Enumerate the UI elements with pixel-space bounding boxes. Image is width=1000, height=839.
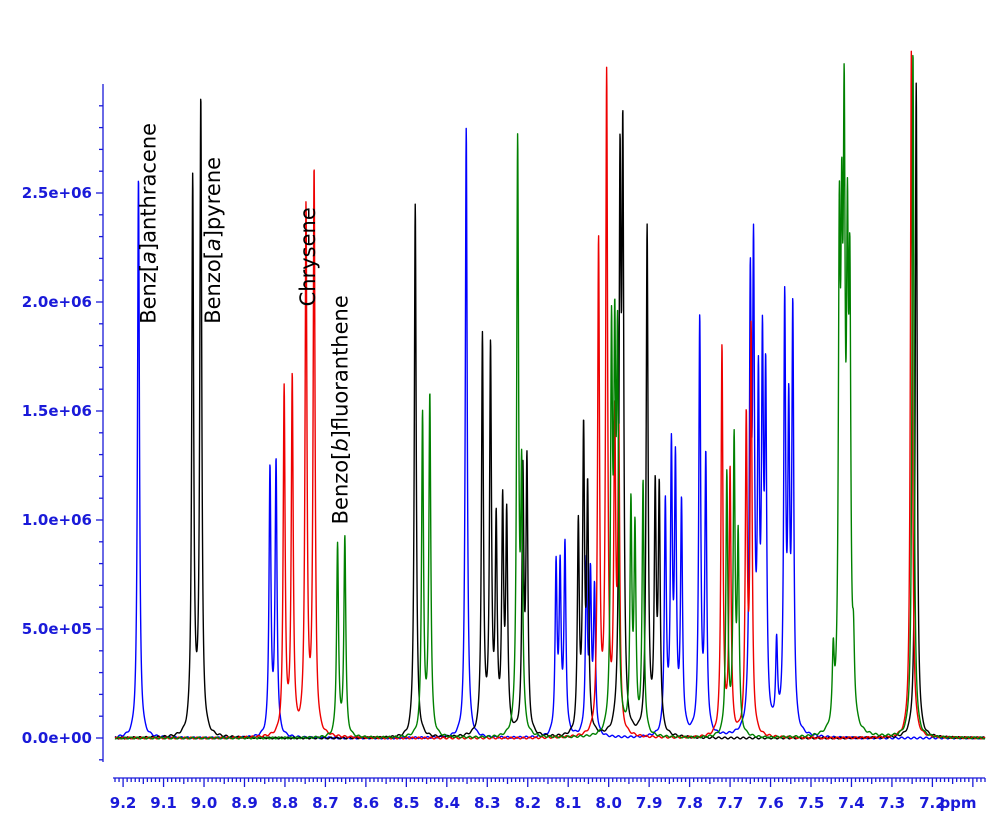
x-tick-label: 9.2 xyxy=(110,794,137,812)
y-tick-label: 2.0e+06 xyxy=(22,293,92,311)
y-tick-label: 2.5e+06 xyxy=(22,184,92,202)
compound-annotations: Benz[a]anthracene Benzo[a]pyrene Chrysene B… xyxy=(136,123,352,524)
x-tick-label: 8.9 xyxy=(231,794,258,812)
y-tick-label: 5.0e+05 xyxy=(22,620,92,638)
series-line-0 xyxy=(114,127,986,740)
compound-label-0: Benz[a]anthracene xyxy=(136,123,160,324)
x-tick-label: 8.6 xyxy=(353,794,380,812)
x-tick-label: 7.5 xyxy=(798,794,825,812)
x-tick-label: 8.2 xyxy=(514,794,541,812)
x-tick-label: 7.7 xyxy=(717,794,744,812)
y-tick-label: 0.0e+00 xyxy=(22,729,92,747)
compound-label-2: Chrysene xyxy=(296,207,320,306)
series-line-3 xyxy=(114,54,986,740)
x-tick-label: 7.2 xyxy=(919,794,946,812)
x-tick-label: 9.0 xyxy=(191,794,218,812)
x-tick-label: 7.8 xyxy=(676,794,703,812)
x-tick-label: 8.5 xyxy=(393,794,420,812)
y-axis: 0.0e+00 5.0e+05 1.0e+06 1.5e+06 2.0e+06 2.5e+… xyxy=(22,84,104,762)
x-tick-label: 7.4 xyxy=(838,794,865,812)
x-tick-label: 7.9 xyxy=(636,794,663,812)
x-tick-label: 9.1 xyxy=(150,794,177,812)
x-tick-label: 8.7 xyxy=(312,794,339,812)
x-tick-label: 8.0 xyxy=(595,794,622,812)
x-tick-label: 8.8 xyxy=(272,794,299,812)
x-tick-label: 7.3 xyxy=(879,794,906,812)
compound-label-3: Benzo[b]fluoranthene xyxy=(328,295,352,524)
spectrum-lines xyxy=(114,50,986,740)
y-tick-label: 1.0e+06 xyxy=(22,511,92,529)
x-tick-label: 8.1 xyxy=(555,794,582,812)
series-line-2 xyxy=(114,50,986,740)
x-tick-label: 7.6 xyxy=(757,794,784,812)
x-axis-title: ppm xyxy=(939,794,976,812)
x-tick-label: 8.3 xyxy=(474,794,501,812)
x-axis: 9.2 9.1 9.0 8.9 8.8 8.7 8.6 8.5 8.4 8.3 8.2 8.1 8.0 7… xyxy=(110,777,986,812)
x-tick-label: 8.4 xyxy=(434,794,461,812)
y-tick-label: 1.5e+06 xyxy=(22,402,92,420)
compound-label-1: Benzo[a]pyrene xyxy=(201,157,225,324)
